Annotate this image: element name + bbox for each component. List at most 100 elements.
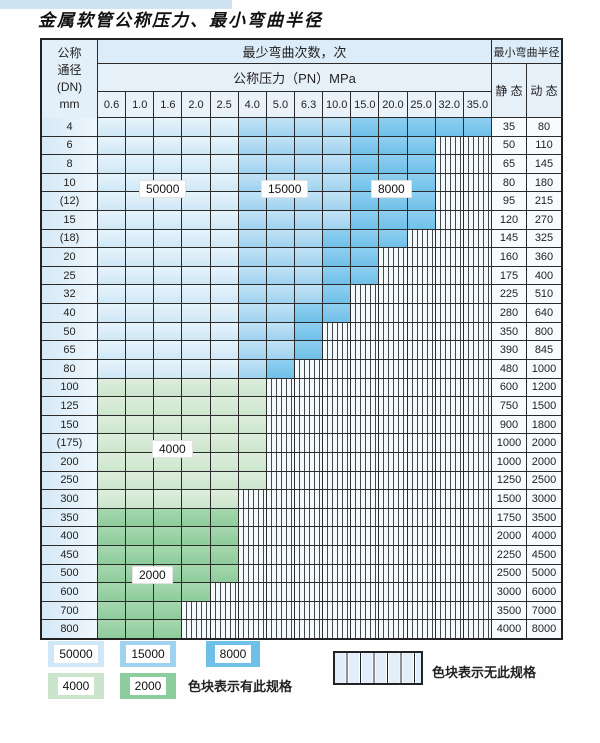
spec-cell-50000 xyxy=(154,359,183,378)
spec-cell-15000 xyxy=(323,211,352,229)
static-value-cell: 225 xyxy=(492,285,527,304)
legend-swatch-4000: 4000 xyxy=(48,673,104,699)
spec-cell-50000 xyxy=(126,155,155,173)
corner-header: 公称 通径 (DN) mm xyxy=(42,40,98,118)
spec-cell-50000 xyxy=(182,322,211,341)
spec-cell-8000 xyxy=(379,136,408,155)
spec-cell-50000 xyxy=(98,266,127,285)
no-spec-cell xyxy=(266,471,295,490)
dynamic-value-cell: 270 xyxy=(527,211,561,229)
no-spec-cell xyxy=(407,490,436,508)
no-spec-cell xyxy=(407,601,436,620)
no-spec-cell xyxy=(435,452,464,471)
dynamic-value-cell: 4000 xyxy=(527,527,561,546)
no-spec-cell xyxy=(379,527,408,546)
spec-cell-50000 xyxy=(210,322,239,341)
zone-label-4000: 4000 xyxy=(152,440,193,458)
spec-cell-50000 xyxy=(182,136,211,155)
spec-cell-15000 xyxy=(238,359,267,378)
spec-cell-50000 xyxy=(154,155,183,173)
spec-cell-50000 xyxy=(210,118,239,136)
legend-swatch-label: 4000 xyxy=(57,677,95,695)
no-spec-cell xyxy=(351,490,380,508)
table-row: 300 1500 3000 xyxy=(42,490,561,509)
no-spec-cell xyxy=(463,471,492,490)
spec-cell-2000 xyxy=(98,527,127,546)
no-spec-cell xyxy=(379,601,408,620)
static-value-cell: 145 xyxy=(492,229,527,248)
spec-cell-50000 xyxy=(210,173,239,192)
no-spec-cell xyxy=(266,546,295,564)
no-spec-cell xyxy=(323,583,352,601)
no-spec-cell xyxy=(379,304,408,322)
spec-cell-50000 xyxy=(182,359,211,378)
table-row: 100 600 1200 xyxy=(42,378,561,398)
no-spec-cell xyxy=(351,583,380,601)
no-spec-cell xyxy=(323,378,352,397)
spec-cell-8000 xyxy=(351,266,380,285)
dn-cell: 500 xyxy=(42,564,98,583)
spec-cell-8000 xyxy=(351,211,380,229)
no-spec-cell xyxy=(379,490,408,508)
static-value-cell: 900 xyxy=(492,415,527,434)
dn-cell: 25 xyxy=(42,266,98,285)
no-spec-cell xyxy=(379,620,408,639)
no-spec-cell xyxy=(294,601,324,620)
legend-no-spec-note: 色块表示无此规格 xyxy=(432,665,537,680)
dn-cell: 300 xyxy=(42,490,98,508)
dynamic-value-cell: 845 xyxy=(527,341,561,359)
spec-cell-4000 xyxy=(126,434,155,452)
no-spec-cell xyxy=(407,378,436,397)
dn-cell: 80 xyxy=(42,359,98,378)
no-spec-cell xyxy=(407,304,436,322)
pressure-header: 公称压力（PN）MPa xyxy=(98,64,491,92)
spec-cell-50000 xyxy=(210,211,239,229)
no-spec-cell xyxy=(407,415,436,434)
no-spec-cell xyxy=(379,583,408,601)
no-spec-cell xyxy=(379,471,408,490)
no-spec-cell xyxy=(323,490,352,508)
no-spec-cell xyxy=(463,359,492,378)
no-spec-cell xyxy=(323,601,352,620)
spec-cell-8000 xyxy=(323,248,352,266)
spec-cell-15000 xyxy=(266,341,295,359)
spec-cell-15000 xyxy=(238,304,267,322)
no-spec-cell xyxy=(379,434,408,452)
spec-cell-4000 xyxy=(238,471,267,490)
spec-cell-15000 xyxy=(266,155,295,173)
dn-cell: 150 xyxy=(42,415,98,434)
dn-cell: 450 xyxy=(42,546,98,564)
spec-cell-15000 xyxy=(266,285,295,304)
zone-cells xyxy=(98,378,492,397)
pressure-col-header: 6.3 xyxy=(294,92,324,117)
no-spec-cell xyxy=(379,248,408,266)
spec-cell-2000 xyxy=(210,564,239,583)
no-spec-cell xyxy=(323,415,352,434)
spec-cell-2000 xyxy=(126,546,155,564)
no-spec-cell xyxy=(435,229,464,248)
spec-cell-50000 xyxy=(98,155,127,173)
spec-cell-50000 xyxy=(98,322,127,341)
no-spec-cell xyxy=(435,583,464,601)
spec-cell-15000 xyxy=(266,136,295,155)
pressure-col-header: 35.0 xyxy=(463,92,491,117)
dn-cell: 800 xyxy=(42,620,98,639)
spec-cell-50000 xyxy=(98,285,127,304)
spec-cell-15000 xyxy=(323,173,352,192)
static-value-cell: 390 xyxy=(492,341,527,359)
zone-label-2000: 2000 xyxy=(132,566,173,584)
no-spec-cell xyxy=(463,285,492,304)
legend-swatch-15000: 15000 xyxy=(120,641,176,667)
spec-cell-50000 xyxy=(126,304,155,322)
no-spec-cell xyxy=(435,601,464,620)
static-value-cell: 1500 xyxy=(492,490,527,508)
pressure-col-header: 25.0 xyxy=(407,92,436,117)
no-spec-cell xyxy=(463,211,492,229)
spec-cell-2000 xyxy=(154,546,183,564)
dynamic-header: 动 态 xyxy=(527,64,561,117)
no-spec-cell xyxy=(407,583,436,601)
table-row: 600 3000 6000 xyxy=(42,583,561,602)
dynamic-value-cell: 800 xyxy=(527,322,561,341)
spec-cell-50000 xyxy=(98,173,127,192)
table-row: 4 35 80 xyxy=(42,118,561,137)
